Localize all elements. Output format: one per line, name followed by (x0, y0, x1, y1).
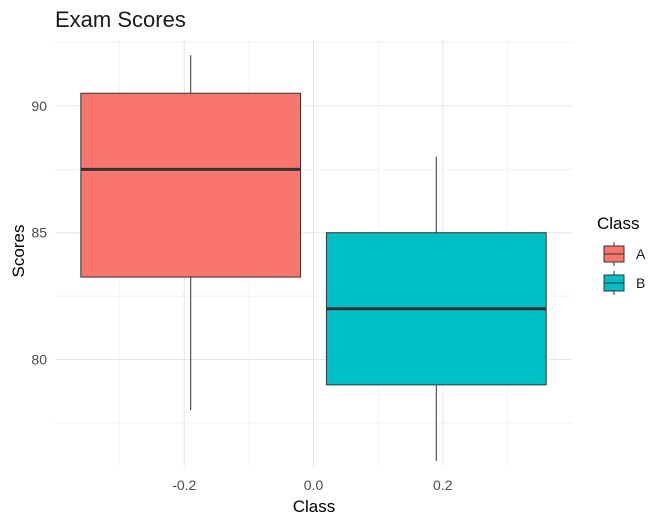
box-A (80, 55, 302, 411)
y-tick-label: 90 (31, 98, 47, 114)
box-B (325, 156, 547, 461)
legend-item-A: A (603, 242, 646, 266)
axis-ticks: 80 85 90 -0.2 0.0 0.2 (31, 98, 452, 493)
x-tick-label: 0.2 (433, 477, 453, 493)
legend-label: B (636, 275, 645, 291)
legend: Class AB (597, 214, 646, 295)
box-body (80, 92, 302, 278)
y-axis-title: Scores (9, 225, 28, 278)
legend-title: Class (597, 214, 640, 233)
chart-title: Exam Scores (55, 7, 186, 32)
x-axis-title: Class (293, 497, 336, 516)
boxes (80, 55, 547, 461)
x-tick-label: 0.0 (304, 477, 324, 493)
legend-item-B: B (603, 271, 645, 295)
y-tick-label: 85 (31, 225, 47, 241)
x-tick-label: -0.2 (172, 477, 196, 493)
y-tick-label: 80 (31, 352, 47, 368)
legend-label: A (636, 246, 646, 262)
